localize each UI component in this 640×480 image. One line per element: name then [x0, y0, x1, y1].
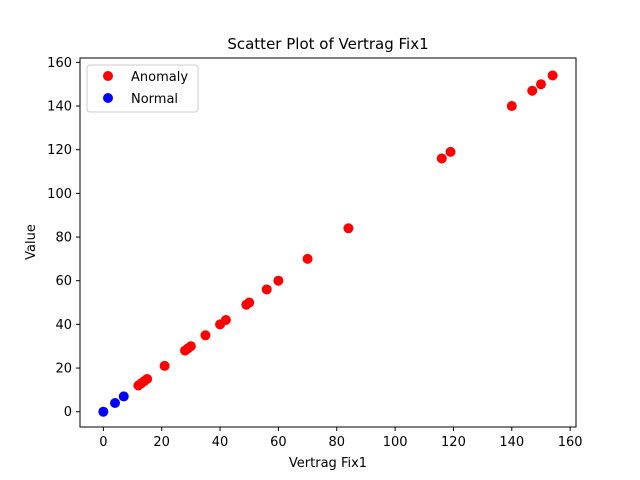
- x-tick-label: 140: [499, 435, 524, 450]
- point-normal-2: [118, 391, 129, 402]
- legend-marker-anomaly: [103, 71, 113, 81]
- point-anomaly-19: [506, 101, 517, 112]
- point-anomaly-21: [535, 79, 546, 90]
- x-tick-label: 20: [153, 435, 170, 450]
- y-tick-label: 20: [55, 362, 72, 377]
- point-anomaly-13: [261, 284, 272, 295]
- point-normal-0: [98, 406, 109, 417]
- point-normal-1: [110, 397, 121, 408]
- x-tick-label: 120: [441, 435, 466, 450]
- point-anomaly-4: [159, 360, 170, 371]
- x-tick-label: 160: [558, 435, 583, 450]
- x-axis-ticks: 0 20 40 60 80 100 120 140 160: [99, 427, 583, 450]
- legend-label-anomaly: Anomaly: [131, 70, 188, 85]
- y-tick-label: 120: [47, 143, 72, 158]
- y-tick-label: 80: [55, 231, 72, 246]
- legend-marker-normal: [103, 93, 113, 103]
- y-axis-title: Value: [24, 224, 39, 260]
- y-tick-label: 60: [55, 274, 72, 289]
- x-tick-label: 60: [270, 435, 287, 450]
- y-tick-label: 100: [47, 187, 72, 202]
- point-anomaly-7: [185, 341, 196, 352]
- point-anomaly-22: [547, 70, 558, 81]
- point-anomaly-10: [220, 315, 231, 326]
- point-anomaly-14: [273, 275, 284, 286]
- point-anomaly-3: [142, 373, 153, 384]
- x-tick-label: 40: [212, 435, 229, 450]
- plot-area: [80, 58, 576, 427]
- point-anomaly-17: [436, 153, 447, 164]
- point-anomaly-12: [244, 297, 255, 308]
- legend-frame: [86, 64, 199, 113]
- y-tick-label: 0: [64, 405, 72, 420]
- point-anomaly-16: [343, 223, 354, 234]
- point-anomaly-15: [302, 253, 313, 264]
- point-anomaly-8: [200, 330, 211, 341]
- points-layer: [98, 70, 558, 417]
- x-tick-label: 100: [383, 435, 408, 450]
- chart-title: Scatter Plot of Vertrag Fix1: [227, 35, 428, 53]
- point-anomaly-18: [445, 146, 456, 157]
- y-tick-label: 140: [47, 100, 72, 115]
- point-anomaly-20: [527, 85, 538, 96]
- y-tick-label: 160: [47, 56, 72, 71]
- y-tick-label: 40: [55, 318, 72, 333]
- x-tick-label: 80: [328, 435, 345, 450]
- x-tick-label: 0: [99, 435, 107, 450]
- y-axis-ticks: 0 20 40 60 80 100 120 140 160: [47, 56, 80, 420]
- x-axis-title: Vertrag Fix1: [289, 456, 367, 471]
- plot-frame: [79, 57, 577, 428]
- legend-label-normal: Normal: [131, 92, 178, 107]
- legend: Anomaly Normal: [86, 64, 199, 113]
